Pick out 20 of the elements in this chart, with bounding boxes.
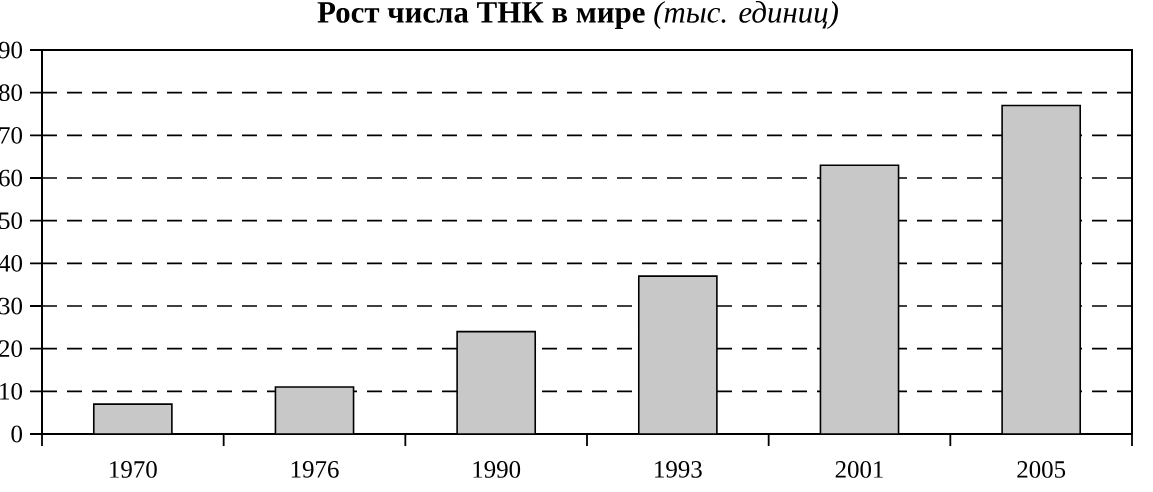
x-tick-label: 1976 [291,461,339,478]
bar [819,164,900,434]
y-tick-label: 10 [0,382,23,400]
chart-title: Рост числа ТНК в мире (тыс. единиц) [317,1,838,29]
y-tick-label: 20 [0,340,23,358]
y-tick-label: 70 [0,126,23,144]
y-tick-label: 0 [11,425,23,443]
x-tick-label: 1993 [655,461,702,478]
bar [274,386,355,434]
y-tick-label: 30 [0,297,23,315]
x-tick-label: 1990 [473,461,521,478]
bar [1001,104,1082,434]
x-tick-label: 2005 [1017,461,1066,478]
bar [456,330,537,434]
y-tick-label: 50 [0,212,23,230]
y-tick-label: 60 [0,169,23,187]
x-tick-label: 2001 [835,461,883,478]
bar [637,275,718,434]
bar [92,403,173,434]
x-tick-label: 1970 [110,461,157,478]
